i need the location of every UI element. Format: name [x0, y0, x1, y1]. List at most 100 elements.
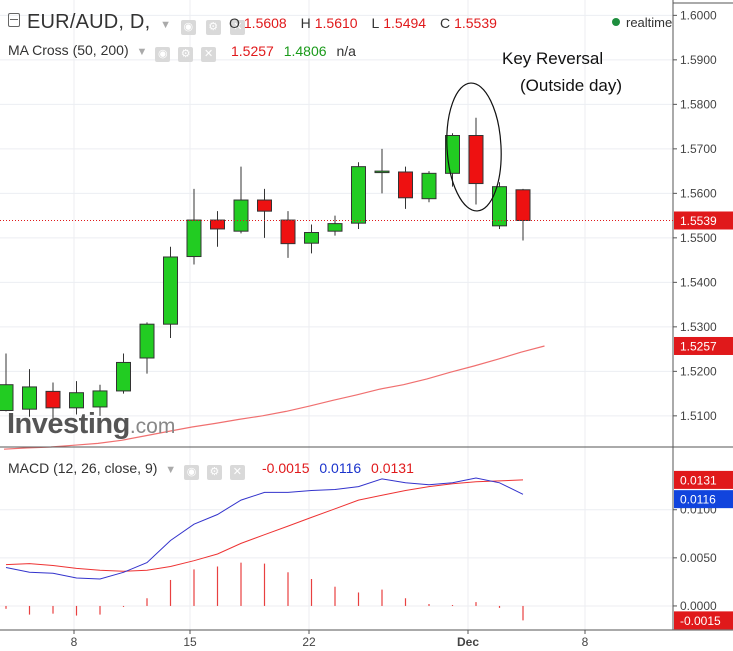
- macd-layer: [5, 477, 524, 621]
- macd-y-tick-label: 0.0000: [680, 599, 717, 613]
- gear-icon[interactable]: ⚙: [205, 20, 221, 35]
- candle: [69, 381, 84, 415]
- eye-icon[interactable]: ◉: [155, 47, 171, 62]
- macd-line-value: 0.0116: [319, 460, 362, 476]
- candle: [233, 166, 249, 234]
- ma50-value: 1.5257: [231, 43, 274, 59]
- chevron-down-icon[interactable]: ▼: [136, 46, 148, 58]
- y-tick-label: 1.5400: [680, 275, 717, 289]
- candle: [210, 211, 225, 247]
- gear-icon[interactable]: ⚙: [206, 465, 222, 480]
- candle-body: [398, 171, 413, 199]
- candle: [351, 162, 366, 229]
- candle-body: [492, 186, 507, 227]
- ohlc-readout: O 1.5608 H 1.5610 L 1.5494 C 1.5539: [229, 15, 507, 31]
- candle-body: [233, 199, 249, 232]
- ma-cross-layer: [3, 345, 545, 450]
- open-key: O: [229, 15, 240, 31]
- close-icon[interactable]: ✕: [229, 465, 245, 480]
- high-value: 1.5610: [314, 15, 358, 31]
- y-tick-label: 1.5600: [680, 186, 717, 200]
- hist-value-label: -0.0015: [680, 614, 721, 628]
- close-icon[interactable]: ✕: [230, 20, 246, 35]
- y-tick-label: 1.5500: [680, 231, 717, 245]
- close-icon[interactable]: ✕: [201, 47, 217, 62]
- candle-body: [92, 390, 108, 408]
- open-value: 1.5608: [243, 15, 287, 31]
- symbol-title[interactable]: EUR/AUD, D, ▼ ◉ ⚙ ✕: [27, 11, 246, 35]
- y-tick-label: 1.6000: [680, 8, 717, 22]
- x-tick-label: 8: [582, 635, 589, 649]
- candle: [374, 148, 390, 194]
- x-tick-label: 15: [183, 635, 197, 649]
- last-price-label: 1.5539: [680, 214, 717, 228]
- grid: [0, 0, 673, 630]
- window-icon[interactable]: [8, 13, 20, 27]
- candle: [327, 215, 343, 236]
- signal-value-badge: [674, 470, 733, 489]
- candle-body: [139, 323, 155, 359]
- y-tick-label: 1.5100: [680, 409, 717, 423]
- realtime-indicator: realtime: [612, 15, 672, 30]
- last-price-badge: [674, 211, 733, 230]
- macd-signal-value: 0.0131: [371, 460, 414, 476]
- candle: [398, 166, 413, 209]
- x-tick-label: 8: [71, 635, 78, 649]
- reversal-ellipse: [446, 82, 502, 212]
- ma50-line: [3, 345, 545, 450]
- candle: [515, 188, 531, 241]
- candle-body: [257, 199, 272, 212]
- candle-body: [374, 170, 390, 174]
- annotation-line-1: Key Reversal: [502, 49, 604, 68]
- signal-line: [5, 479, 524, 572]
- macd-title[interactable]: MACD (12, 26, close, 9) ▼ ◉ ⚙ ✕: [8, 460, 245, 480]
- candle: [0, 353, 14, 412]
- macd-values: -0.0015 0.0116 0.0131: [262, 460, 414, 476]
- signal-value-label: 0.0131: [680, 473, 717, 487]
- candle: [257, 188, 272, 238]
- candle-body: [163, 256, 178, 325]
- y-tick-label: 1.5700: [680, 142, 717, 156]
- low-key: L: [371, 15, 380, 31]
- candle: [186, 188, 202, 265]
- candle-body: [210, 219, 225, 230]
- close-value: 1.5539: [454, 15, 497, 31]
- candle: [163, 246, 178, 338]
- high-key: H: [300, 15, 311, 31]
- chevron-down-icon[interactable]: ▼: [165, 464, 177, 476]
- macd-value-badge: [674, 490, 733, 509]
- candle-body: [421, 172, 437, 200]
- candle: [280, 211, 296, 258]
- macd-line: [5, 477, 524, 580]
- y-tick-label: 1.5200: [680, 364, 717, 378]
- close-key: C: [439, 15, 451, 31]
- candles-layer: [0, 117, 531, 419]
- macd-label: MACD (12, 26, close, 9): [8, 460, 158, 476]
- eye-icon[interactable]: ◉: [180, 20, 196, 35]
- ma-badge: [674, 336, 733, 355]
- macd-hist-value: -0.0015: [262, 460, 310, 476]
- x-tick-label: 22: [302, 635, 316, 649]
- gear-icon[interactable]: ⚙: [178, 47, 194, 62]
- ma-cross-title[interactable]: MA Cross (50, 200) ▼ ◉ ⚙ ✕: [8, 42, 217, 62]
- logo-name: Investing: [7, 408, 130, 440]
- y-tick-label: 1.5900: [680, 53, 717, 67]
- ma-price-label: 1.5257: [680, 339, 717, 353]
- candle: [304, 224, 319, 254]
- candle-body: [327, 223, 343, 232]
- y-tick-label: 1.5800: [680, 97, 717, 111]
- candle: [22, 369, 37, 417]
- eye-icon[interactable]: ◉: [184, 465, 200, 480]
- candle: [468, 117, 484, 205]
- low-value: 1.5494: [383, 15, 427, 31]
- macd-value-label: 0.0116: [680, 493, 716, 507]
- realtime-label: realtime: [626, 15, 673, 30]
- ma-extra-value: n/a: [336, 43, 356, 59]
- candle-body: [22, 386, 37, 410]
- chevron-down-icon[interactable]: ▼: [160, 19, 172, 31]
- candle: [116, 353, 131, 394]
- ma200-value: 1.4806: [283, 43, 327, 59]
- candle-body: [186, 219, 202, 258]
